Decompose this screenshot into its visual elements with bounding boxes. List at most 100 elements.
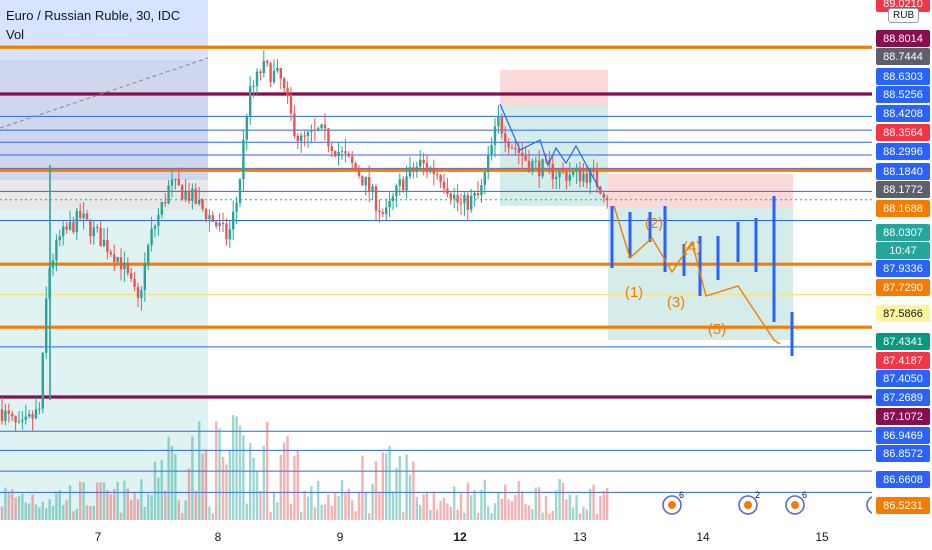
candle-body (595, 171, 599, 187)
volume-bar (544, 495, 548, 520)
price-label-text: 87.2689 (883, 392, 923, 404)
symbol-title[interactable]: Euro / Russian Ruble, 30, IDC (6, 8, 181, 23)
candle-body (99, 227, 102, 247)
price-label: 88.0307 (876, 224, 930, 241)
volume-bar (419, 505, 422, 520)
volume-bar (276, 502, 279, 520)
event-badges[interactable]: 6266 (662, 490, 888, 515)
price-label-bg (876, 181, 930, 198)
volume-bar (473, 490, 476, 520)
candle-body (38, 408, 41, 410)
candle-body (215, 221, 218, 226)
candle-body (493, 126, 497, 145)
volume-bar (38, 507, 41, 520)
candle-body (592, 168, 595, 172)
volume-bar (361, 455, 364, 520)
candle-body (201, 199, 204, 209)
candle-body (463, 194, 466, 204)
volume-bar (575, 495, 578, 520)
candle-body (62, 226, 65, 237)
event-icon-core (668, 501, 676, 509)
volume-bar (17, 496, 21, 520)
volume-bar (79, 481, 82, 520)
price-label-text: 88.4208 (883, 108, 923, 120)
price-label-text: 10:47 (889, 245, 917, 257)
volume-bar (147, 494, 150, 520)
volume-bar (480, 489, 483, 520)
wave-labels: (1) (2) (3) (4) (5) (625, 215, 726, 338)
candle-body (296, 135, 299, 142)
volume-bar (252, 457, 255, 520)
wave-label: (1) (625, 284, 643, 301)
price-label-bg (876, 389, 930, 406)
volume-bar (531, 509, 534, 520)
price-axis[interactable]: 89.0210 88.8014 88.7444 88.6303 88.5256 88.42… (872, 0, 932, 550)
candle-body (21, 419, 24, 422)
volume-bar (527, 505, 531, 520)
candle-body (500, 116, 503, 134)
volume-bar (388, 446, 391, 520)
candle-body (313, 129, 316, 131)
volume-bar (500, 498, 503, 520)
volume-bar (296, 451, 299, 520)
volume-bar (323, 504, 327, 520)
price-label-text: 88.5256 (883, 89, 923, 101)
candle-body (140, 290, 143, 298)
price-label: 88.6303 (876, 68, 930, 85)
candle-body (330, 146, 333, 152)
volume-bar (283, 442, 286, 520)
volume-bar (130, 499, 133, 520)
candle-body (89, 219, 92, 237)
volume-bar (62, 505, 65, 520)
volume-bar (269, 511, 272, 520)
volume-bar (415, 496, 418, 520)
price-label-text: 87.5866 (883, 308, 923, 320)
volume-bars (0, 415, 609, 520)
volume-bar (582, 506, 585, 520)
candle-body (79, 210, 82, 218)
candle-body (582, 173, 585, 182)
candle-body (351, 156, 354, 164)
price-label: 87.7290 (876, 279, 930, 296)
candle-body (391, 196, 395, 201)
volume-bar (483, 479, 486, 520)
volume-bar (327, 494, 330, 520)
time-tick-label: 7 (95, 530, 102, 544)
time-tick-label: 13 (573, 530, 587, 544)
volume-bar (565, 499, 568, 520)
candle-body (289, 96, 293, 114)
price-label-text: 88.8014 (883, 33, 923, 45)
candle-body (150, 228, 153, 246)
price-label: 87.1072 (876, 408, 930, 425)
volume-bar (228, 450, 231, 520)
candle-body (11, 413, 14, 417)
volume-bar (113, 489, 116, 520)
candle-body (221, 223, 225, 225)
event-icon-core (744, 501, 752, 509)
volume-bar (449, 507, 452, 520)
volume-bar (41, 501, 44, 520)
time-axis[interactable]: 7 8 9 12 13 14 15 (0, 520, 932, 550)
volume-bar (303, 490, 306, 520)
candle-body (354, 163, 357, 170)
event-count: 2 (755, 490, 760, 500)
volume-label[interactable]: Vol (6, 27, 25, 42)
price-label-text: 86.6608 (883, 474, 923, 486)
candle-body (194, 188, 197, 204)
volume-bar (238, 425, 242, 520)
candle-body (116, 257, 119, 263)
volume-bar (538, 487, 541, 520)
candle-body (527, 160, 531, 172)
candle-body (232, 211, 235, 230)
candle-body (181, 185, 184, 200)
candle-body (490, 144, 493, 155)
candle-body (368, 177, 371, 192)
candle-body (538, 160, 541, 177)
volume-bar (541, 512, 544, 520)
candle-body (415, 166, 418, 172)
volume-bar (85, 505, 89, 520)
candle-body (14, 416, 17, 423)
currency-badge[interactable]: RUB (888, 8, 920, 23)
candle-body (303, 135, 306, 137)
